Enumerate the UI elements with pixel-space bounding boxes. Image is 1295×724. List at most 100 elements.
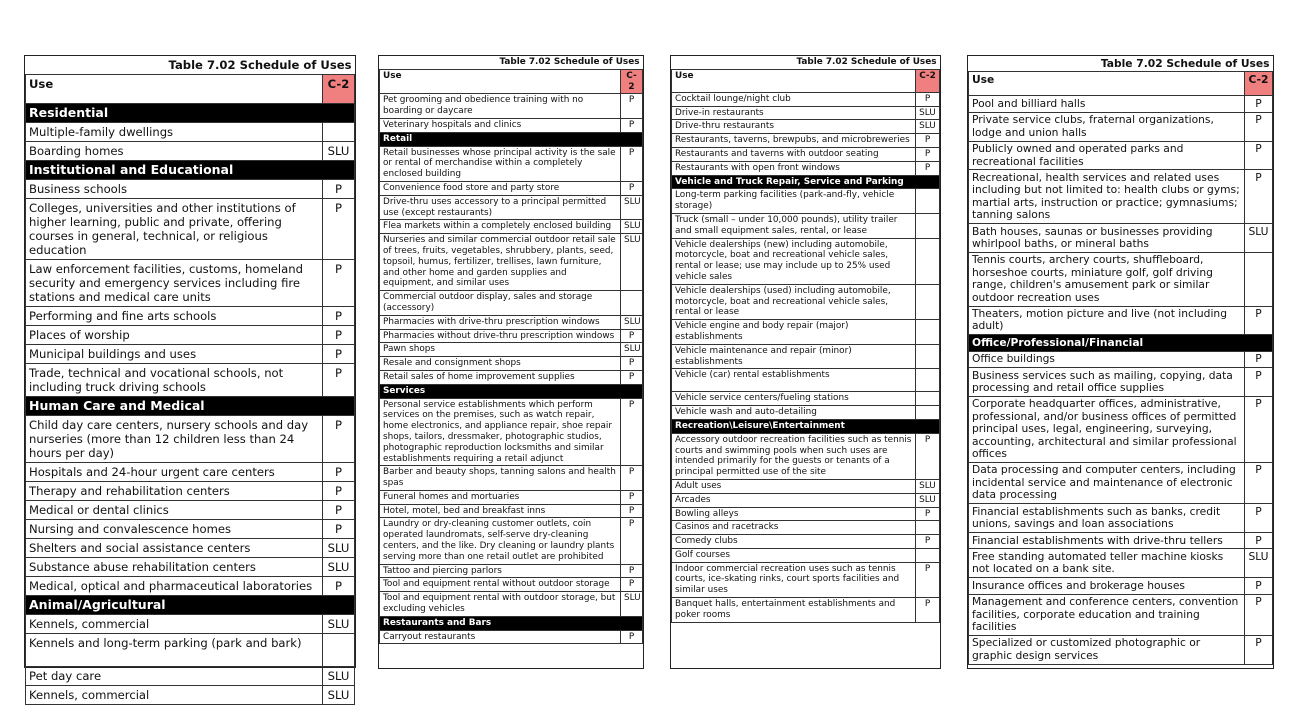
table-row: Boarding homes SLU: [25, 141, 356, 161]
table-title: Table 7.02 Schedule of Uses: [968, 56, 1273, 73]
table-row: Colleges, universities and other institu…: [25, 198, 356, 260]
use-description: Therapy and rehabilitation centers: [25, 481, 323, 501]
section-header: Restaurants and Bars: [379, 615, 643, 631]
permission-value: P: [1243, 577, 1274, 595]
permission-value: SLU: [619, 219, 644, 235]
use-description: Pharmacies with drive-thru prescription …: [379, 314, 621, 330]
use-description: Barber and beauty shops, tanning salons …: [379, 465, 621, 491]
permission-value: P: [619, 397, 644, 467]
table-row: Golf courses: [671, 547, 941, 563]
table-row: Barber and beauty shops, tanning salons …: [379, 465, 644, 491]
table-row: Specialized or customized photographic o…: [968, 634, 1274, 665]
permission-value: P: [914, 561, 941, 599]
table-row: Casinos and racetracks: [671, 520, 941, 536]
permission-value: [914, 520, 941, 536]
table-row: Medical, optical and pharmaceutical labo…: [25, 576, 356, 596]
section-header: Human Care and Medical: [25, 396, 355, 416]
table-row: Vehicle dealerships (used) including aut…: [671, 283, 941, 321]
permission-value: P: [1243, 140, 1274, 171]
permission-value: P: [1243, 531, 1274, 550]
table-row: Business schools P: [25, 179, 356, 199]
table-row: Recreational, health services and relate…: [968, 169, 1274, 225]
use-description: Arcades: [671, 492, 916, 508]
permission-value: SLU: [619, 233, 644, 292]
use-description: Data processing and computer centers, in…: [968, 461, 1245, 505]
table-row: Places of worship P: [25, 325, 356, 345]
schedule-of-uses-table-4: Table 7.02 Schedule of Uses Use C-2 Pool an…: [967, 55, 1274, 669]
permission-value: P: [619, 563, 644, 579]
use-description: Laundry or dry-cleaning customer outlets…: [379, 517, 621, 565]
column-header-district: C-2: [1243, 71, 1274, 97]
table-row: Convenience food store and party store P: [379, 180, 644, 196]
use-description: Colleges, universities and other institu…: [25, 198, 323, 260]
permission-value: P: [1243, 350, 1274, 369]
table-row: Accessory outdoor recreation facilities …: [671, 432, 941, 480]
table-row: Nursing and convalescence homes P: [25, 519, 356, 539]
use-description: Performing and fine arts schools: [25, 306, 323, 326]
section-title: Recreation\Leisure\Entertainment: [671, 418, 940, 434]
permission-value: SLU: [914, 478, 941, 494]
table-row: Pharmacies with drive-thru prescription …: [379, 314, 644, 330]
use-description: Carryout restaurants: [379, 629, 621, 645]
table-row: Truck (small – under 10,000 pounds), uti…: [671, 212, 941, 239]
table-title: Table 7.02 Schedule of Uses: [671, 56, 940, 70]
table-row: Resale and consignment shops P: [379, 356, 644, 371]
use-description: Restaurants with open front windows: [671, 160, 916, 176]
section-title: Services: [379, 383, 643, 399]
permission-value: P: [321, 415, 356, 463]
use-description: Bath houses, saunas or businesses provid…: [968, 223, 1245, 253]
use-description: Vehicle wash and auto-detailing: [671, 405, 916, 420]
use-description: Management and conference centers, conve…: [968, 593, 1245, 636]
table-row: Adult uses SLU: [671, 478, 941, 494]
use-description: Financial establishments such as banks, …: [968, 503, 1245, 533]
permission-value: [914, 188, 941, 214]
table-row: Child day care centers, nursery schools …: [25, 415, 356, 463]
use-description: Shelters and social assistance centers: [25, 538, 323, 558]
table-row: Vehicle dealerships (new) including auto…: [671, 237, 941, 285]
permission-value: P: [321, 500, 356, 520]
table-row: Data processing and computer centers, in…: [968, 461, 1274, 505]
use-description: Free standing automated teller machine k…: [968, 548, 1245, 579]
permission-value: P: [321, 481, 356, 501]
permission-value: SLU: [1243, 548, 1274, 579]
table-row: Restaurants and taverns with outdoor sea…: [671, 146, 941, 162]
permission-value: [321, 122, 356, 142]
permission-value: P: [619, 180, 644, 196]
use-description: Veterinary hospitals and clinics: [379, 117, 621, 133]
section-header: Recreation\Leisure\Entertainment: [671, 418, 940, 434]
use-description: Tattoo and piercing parlors: [379, 563, 621, 579]
table-row: Vehicle wash and auto-detailing: [671, 405, 941, 420]
section-title: Institutional and Educational: [25, 160, 355, 180]
use-description: Publicly owned and operated parks and re…: [968, 140, 1245, 171]
use-description: Pet day care: [25, 666, 323, 686]
table-row: Vehicle (car) rental establishments: [671, 368, 941, 393]
permission-value: P: [914, 534, 941, 549]
table-row: Kennels, commercial SLU: [25, 614, 356, 634]
column-header-use: Use: [25, 74, 323, 104]
table-row: Office buildings P: [968, 350, 1274, 369]
permission-value: SLU: [321, 614, 356, 634]
use-description: Cocktail lounge/night club: [671, 91, 916, 107]
schedule-of-uses-table-3: Table 7.02 Schedule of Uses Use C-2 Cocktai…: [670, 55, 941, 669]
use-description: Accessory outdoor recreation facilities …: [671, 432, 916, 480]
permission-value: [914, 283, 941, 321]
section-header: Vehicle and Truck Repair, Service and Pa…: [671, 174, 940, 190]
schedule-of-uses-table-1: Table 7.02 Schedule of Uses Use C-2 Residen…: [24, 55, 356, 705]
use-description: Tool and equipment rental without outdoo…: [379, 577, 621, 593]
permission-value: P: [1243, 95, 1274, 113]
use-description: Personal service establishments which pe…: [379, 397, 621, 467]
use-description: Retail sales of home improvement supplie…: [379, 369, 621, 385]
permission-value: P: [619, 517, 644, 565]
table-row: Hospitals and 24-hour urgent care center…: [25, 462, 356, 482]
use-description: Convenience food store and party store: [379, 180, 621, 196]
use-description: Pawn shops: [379, 342, 621, 358]
table-row: Indoor commercial recreation uses such a…: [671, 561, 941, 599]
column-header-district: C-2: [321, 74, 356, 104]
use-description: Tool and equipment rental with outdoor s…: [379, 591, 621, 617]
table-row: Veterinary hospitals and clinics P: [379, 117, 644, 133]
table-row: Bowling alleys P: [671, 506, 941, 522]
column-header-use: Use: [968, 71, 1245, 97]
table-row: Retail businesses whose principal activi…: [379, 145, 644, 182]
permission-value: P: [1243, 169, 1274, 225]
table-row: Publicly owned and operated parks and re…: [968, 140, 1274, 171]
